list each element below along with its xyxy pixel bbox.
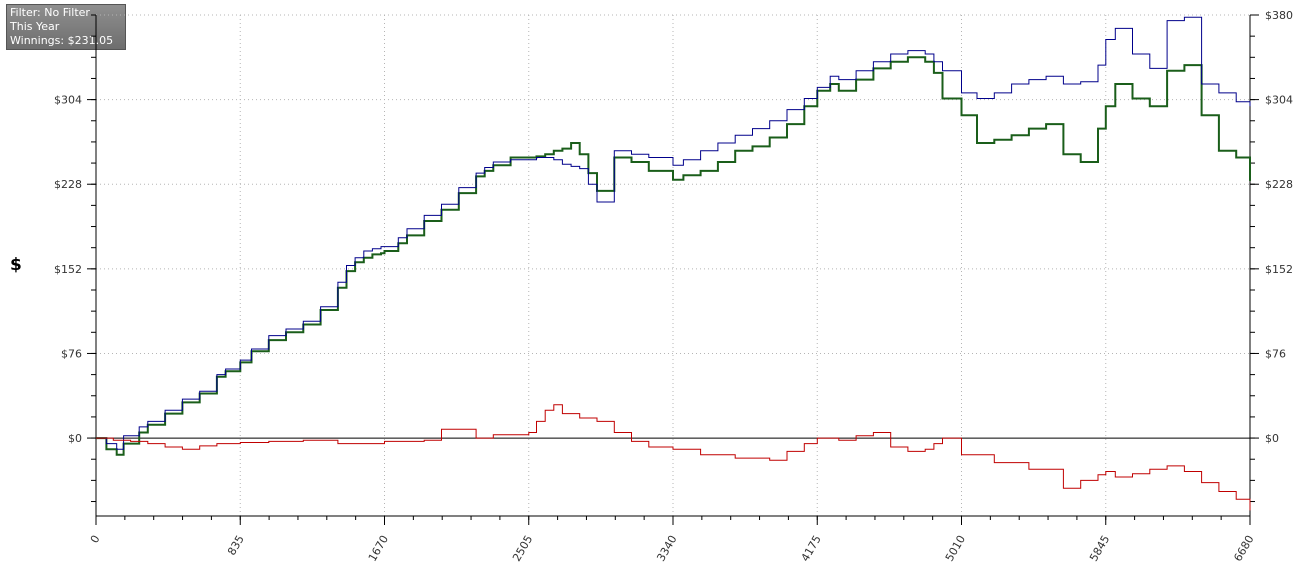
y-tick-label-left: $228 <box>54 178 82 191</box>
y-tick-label-right: $0 <box>1265 432 1279 445</box>
filter-label: Filter: No Filter <box>10 6 90 19</box>
x-tick-label: 5845 <box>1087 533 1112 564</box>
x-tick-label: 5010 <box>943 533 968 564</box>
x-tick-label: 4175 <box>799 533 824 564</box>
x-tick-label: 0 <box>88 533 103 546</box>
y-tick-label-right: $304 <box>1265 94 1293 107</box>
y-tick-label-left: $76 <box>61 347 82 360</box>
winnings-line <box>96 56 1251 456</box>
x-tick-label: 2505 <box>510 533 535 564</box>
x-tick-label: 3340 <box>654 533 679 564</box>
winnings-label: Winnings: $231.05 <box>10 34 114 47</box>
period-label: This Year <box>10 20 60 33</box>
y-axis-title: $ <box>10 255 22 275</box>
filter-info-box: Filter: No Filter This Year Winnings: $2… <box>6 4 126 50</box>
y-tick-label-left: $0 <box>68 432 82 445</box>
x-tick-label: 835 <box>225 533 247 558</box>
y-tick-label-left: $152 <box>54 263 82 276</box>
y-tick-label-left: $304 <box>54 94 82 107</box>
showdown-diff-line <box>96 404 1251 511</box>
y-tick-label-right: $152 <box>1265 263 1293 276</box>
x-tick-label: 6680 <box>1231 533 1256 564</box>
all-in-ev-line <box>96 16 1251 450</box>
x-tick-label: 1670 <box>366 533 391 564</box>
y-tick-label-right: $228 <box>1265 178 1293 191</box>
y-tick-label-right: $76 <box>1265 347 1286 360</box>
y-tick-label-right: $380 <box>1265 9 1293 22</box>
